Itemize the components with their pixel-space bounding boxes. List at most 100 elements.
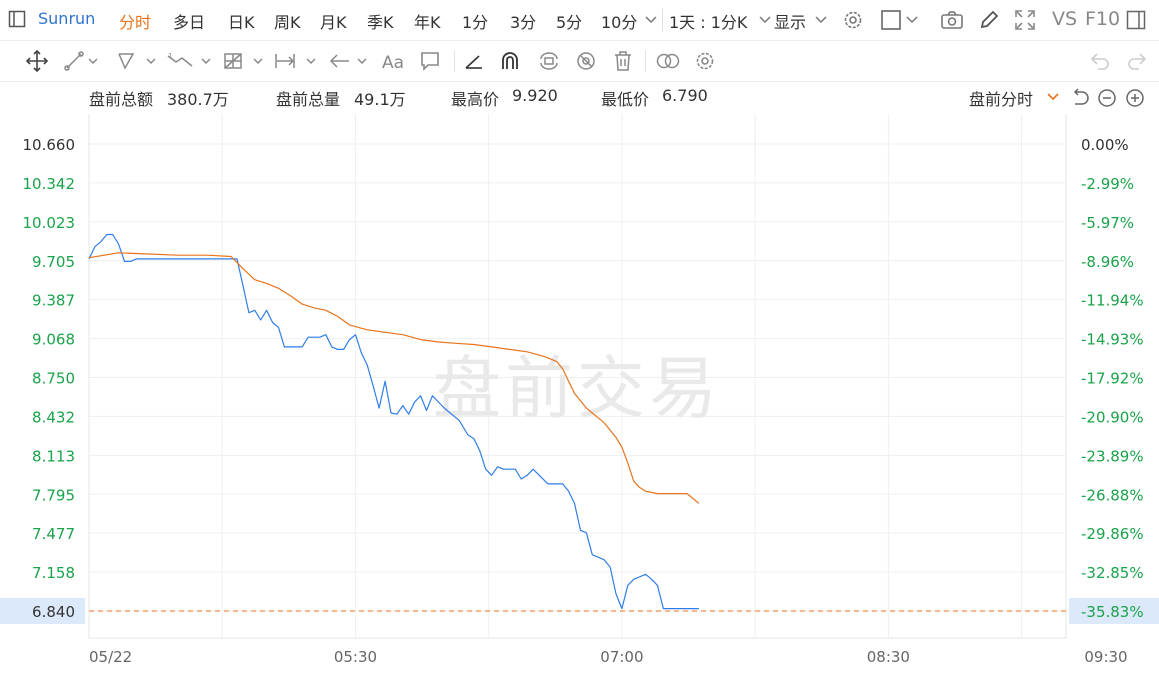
y-tick-label: 8.113 (32, 447, 75, 465)
f10-button[interactable]: F10 (1085, 8, 1121, 30)
y-tick-label: 8.432 (32, 408, 75, 426)
pct-tick-label: -2.99% (1081, 175, 1134, 193)
chevron-down-icon[interactable] (645, 15, 657, 25)
symbol-name[interactable]: Sunrun (38, 9, 96, 28)
y-tick-label: 9.068 (32, 331, 75, 349)
chart-grid-tool-icon[interactable] (222, 50, 266, 72)
angle-tool-icon[interactable] (463, 50, 485, 72)
measure-tool-icon[interactable] (273, 50, 319, 72)
divider (645, 50, 646, 72)
watermark-text: 盘前交易 (433, 350, 721, 429)
drawing-toolbar: 1 Aa (0, 40, 1159, 82)
chevron-down-icon[interactable] (759, 15, 771, 25)
pct-tick-label: -32.85% (1081, 564, 1144, 582)
arrow-tool-icon[interactable] (328, 50, 372, 72)
period-tab-1min[interactable]: 1分 (462, 13, 489, 32)
pct-tick-label: -23.89% (1081, 447, 1144, 465)
price-line (88, 233, 699, 610)
current-pct-label: -35.83% (1081, 603, 1144, 621)
y-tick-label: 8.750 (32, 370, 75, 388)
y-tick-label: 9.705 (32, 253, 75, 271)
premarket-info-bar: 盘前总额 380.7万 盘前总量 49.1万 最高价 9.920 最低价 6.7… (0, 82, 1159, 110)
period-tab-3min[interactable]: 3分 (510, 13, 537, 32)
y-tick-label: 10.660 (23, 136, 76, 154)
period-tab-monthly[interactable]: 月K (320, 13, 347, 32)
divider (454, 50, 455, 72)
camera-icon[interactable] (940, 9, 964, 31)
zoom-out-icon[interactable] (1097, 88, 1117, 108)
comment-tool-icon[interactable] (419, 50, 441, 72)
x-tick-label: 07:00 (600, 648, 643, 666)
hide-icon[interactable] (575, 50, 597, 72)
zoom-in-icon[interactable] (1125, 88, 1145, 108)
magnet-icon[interactable] (499, 50, 521, 72)
current-price-box-right (1069, 598, 1159, 624)
wave-tool-icon[interactable]: 1 (166, 50, 212, 72)
high-price-value: 9.920 (512, 86, 558, 105)
high-price-label: 最高价 (451, 90, 500, 109)
pct-tick-label: -11.94% (1081, 292, 1144, 310)
period-tab-weekly[interactable]: 周K (274, 13, 301, 32)
chart-canvas[interactable]: 10.660 0.00% 10.342 -2.99% 10.023 -5.97% 9.705… (0, 110, 1159, 690)
low-price-value: 6.790 (662, 86, 708, 105)
pct-tick-label: -29.86% (1081, 525, 1144, 543)
x-tick-label: 08:30 (867, 648, 910, 666)
period-tab-multiday[interactable]: 多日 (173, 13, 206, 32)
range-selector[interactable]: 1天 : 1分K (669, 13, 748, 32)
x-tick-label: 05/22 (89, 648, 132, 666)
vs-compare-button[interactable]: VS (1052, 8, 1078, 30)
premarket-volume-label: 盘前总量 (276, 90, 341, 109)
sync-icon[interactable] (537, 50, 561, 72)
current-price-box-left (0, 598, 85, 624)
sidebar-toggle-icon[interactable] (8, 10, 26, 28)
y-tick-label: 9.387 (32, 292, 75, 310)
session-selector[interactable]: 盘前分时 (969, 90, 1034, 109)
pencil-icon[interactable] (978, 9, 1000, 31)
x-tick-label: 05:30 (334, 648, 377, 666)
reset-icon[interactable] (1070, 88, 1090, 108)
panel-toggle-icon[interactable] (1126, 10, 1146, 30)
divider (662, 8, 663, 32)
pct-tick-label: -8.96% (1081, 253, 1134, 271)
svg-text:Aa: Aa (382, 53, 404, 72)
pct-tick-label: -20.90% (1081, 408, 1144, 426)
fullscreen-icon[interactable] (1014, 9, 1036, 31)
text-tool-icon[interactable]: Aa (381, 50, 407, 72)
delete-icon[interactable] (612, 50, 634, 72)
polygon-tool-icon[interactable] (115, 50, 157, 72)
y-tick-label: 7.795 (32, 486, 75, 504)
display-menu[interactable]: 显示 (774, 13, 807, 32)
pct-tick-label: 0.00% (1081, 136, 1129, 154)
period-tab-fenshi[interactable]: 分时 (119, 13, 152, 32)
chevron-down-icon[interactable] (906, 15, 918, 25)
low-price-label: 最低价 (601, 90, 650, 109)
pct-tick-label: -14.93% (1081, 331, 1144, 349)
undo-icon[interactable] (1088, 50, 1112, 72)
line-tool-icon[interactable] (63, 50, 99, 72)
period-tab-10min[interactable]: 10分 (601, 13, 638, 32)
move-icon[interactable] (25, 49, 49, 73)
redo-icon[interactable] (1125, 50, 1149, 72)
intraday-chart[interactable]: 10.660 0.00% 10.342 -2.99% 10.023 -5.97% 9.705… (0, 110, 1159, 690)
pct-tick-label: -26.88% (1081, 486, 1144, 504)
y-tick-label: 10.023 (23, 214, 76, 232)
pct-tick-label: -17.92% (1081, 370, 1144, 388)
settings-icon[interactable] (694, 50, 716, 72)
compare-icon[interactable] (655, 50, 681, 72)
period-tab-quarterly[interactable]: 季K (367, 13, 394, 32)
chevron-down-icon[interactable] (815, 15, 827, 25)
y-tick-label: 7.477 (32, 525, 75, 543)
pct-tick-label: -5.97% (1081, 214, 1134, 232)
average-price-line (88, 252, 700, 504)
period-tab-5min[interactable]: 5分 (556, 13, 583, 32)
y-tick-label: 7.158 (32, 564, 75, 582)
top-toolbar: Sunrun 分时 多日 日K 周K 月K 季K 年K 1分 3分 5分 10分… (0, 0, 1159, 40)
premarket-volume-value: 49.1万 (354, 90, 406, 109)
current-price-label: 6.840 (32, 603, 75, 621)
premarket-amount-value: 380.7万 (167, 90, 229, 109)
settings-icon[interactable] (842, 9, 864, 31)
period-tab-daily[interactable]: 日K (228, 13, 255, 32)
period-tab-yearly[interactable]: 年K (414, 13, 441, 32)
color-square-icon[interactable] (880, 9, 902, 31)
chevron-down-icon[interactable] (1047, 92, 1059, 102)
